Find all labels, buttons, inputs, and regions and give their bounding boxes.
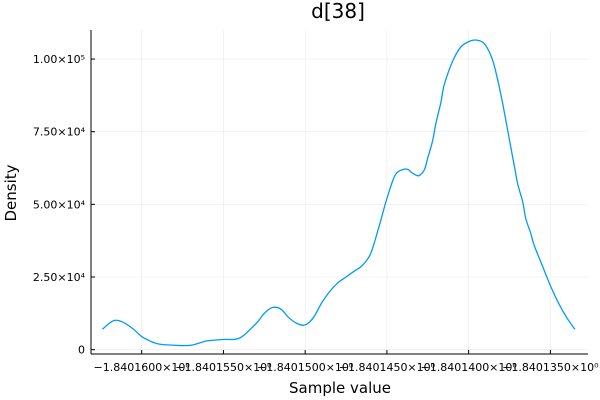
x-axis-label: Sample value xyxy=(289,379,391,397)
x-tick-label-1: −1.8401550×10⁰ xyxy=(175,361,272,374)
series-line-0 xyxy=(102,39,576,347)
ticks-layer: −1.8401600×10⁰−1.8401550×10⁰−1.8401500×1… xyxy=(33,53,599,374)
y-tick-label-1: 2.50×10⁴ xyxy=(33,271,86,284)
x-tick-label-2: −1.8401500×10⁰ xyxy=(257,361,354,374)
x-tick-label-0: −1.8401600×10⁰ xyxy=(94,361,191,374)
y-tick-label-4: 1.00×10⁵ xyxy=(33,53,85,66)
y-axis-label: Density xyxy=(2,164,20,221)
series-layer xyxy=(102,39,576,347)
x-tick-label-5: −1.8401350×10⁰ xyxy=(502,361,599,374)
y-tick-label-2: 5.00×10⁴ xyxy=(33,198,86,211)
x-tick-label-4: −1.8401400×10⁰ xyxy=(420,361,517,374)
grid-layer xyxy=(91,30,588,354)
chart-title: d[38] xyxy=(311,0,365,23)
y-tick-label-0: 0 xyxy=(78,344,85,357)
y-tick-label-3: 7.50×10⁴ xyxy=(33,126,86,139)
x-tick-label-3: −1.8401450×10⁰ xyxy=(339,361,436,374)
axes-layer xyxy=(90,30,588,355)
